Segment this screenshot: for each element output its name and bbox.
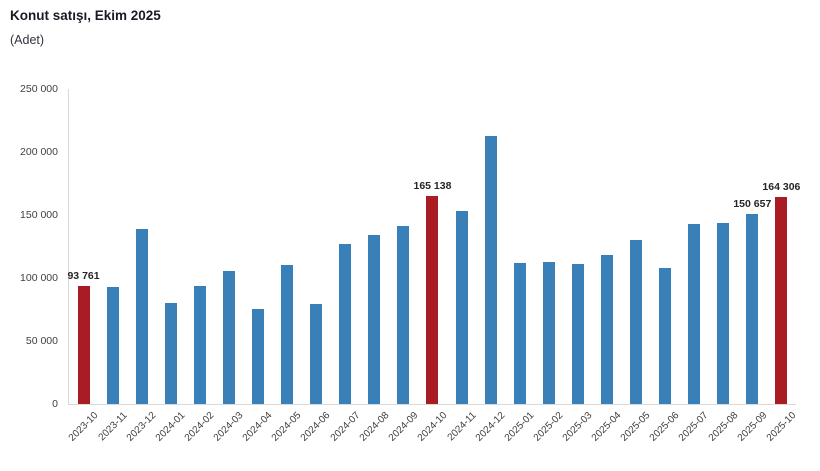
chart-units-label: (Adet): [10, 33, 45, 47]
chart-bar-2024-03: [222, 271, 235, 404]
x-tick-label-2024-04: 2024-04: [241, 410, 275, 444]
bar-slot-2023-11: 2023-11: [96, 89, 129, 443]
chart-bar-2025-02: [542, 261, 555, 404]
x-tick-label-2024-09: 2024-09: [386, 410, 421, 444]
bar-slot-2025-01: 2025-01: [503, 89, 536, 444]
x-tick-label-2024-11: 2024-11: [445, 410, 479, 444]
chart-bar-2025-03: [571, 264, 584, 404]
bar-slot-2025-09: 150 657 2025-09: [733, 89, 771, 444]
chart-bar-2024-11: [455, 211, 468, 404]
bar-slot-2024-03: 2024-03: [212, 89, 246, 444]
chart-bar-2023-11: [106, 286, 119, 404]
x-tick-label-2024-05: 2024-05: [270, 410, 304, 444]
x-tick-label-2025-04: 2025-04: [590, 410, 624, 444]
bar-slot-2025-04: 2025-04: [590, 89, 624, 444]
x-tick-label-2025-02: 2025-02: [531, 410, 566, 444]
y-tick-label: 100 000: [20, 272, 58, 284]
chart-bar-2025-07: [688, 224, 701, 404]
y-tick-label: 50 000: [25, 335, 58, 347]
chart-title: Konut satışı, Ekim 2025: [10, 8, 161, 23]
x-tick-label-2023-11: 2023-11: [96, 410, 130, 444]
x-tick-label-2024-02: 2024-02: [182, 410, 217, 444]
x-tick-label-2024-07: 2024-07: [328, 410, 363, 444]
bar-slot-2025-08: 2025-08: [706, 89, 740, 444]
bar-slot-2025-05: 2025-05: [619, 89, 653, 444]
bar-slot-2024-02: 2024-02: [183, 89, 217, 444]
plot-area: 93 761 2023-10 2023-11 2023-12 2024-01 2024-0…: [67, 89, 800, 444]
y-tick-label: 200 000: [20, 146, 58, 158]
bar-value-label-2025-09: 150 657: [733, 198, 772, 211]
bar-slot-2024-04: 2024-04: [241, 89, 275, 444]
x-tick-label-2024-06: 2024-06: [299, 410, 333, 444]
chart-bar-2025-08: [717, 223, 730, 404]
x-tick-label-2025-08: 2025-08: [706, 410, 741, 444]
chart-bar-2025-10: [775, 196, 788, 404]
x-tick-label-2025-06: 2025-06: [648, 410, 682, 444]
chart-bar-2023-10: [77, 285, 90, 404]
chart-bar-2025-04: [600, 254, 613, 404]
chart-bar-2024-02: [193, 285, 206, 404]
y-tick-label: 0: [52, 398, 58, 410]
chart-bar-2025-06: [659, 268, 672, 404]
bar-slot-2024-07: 2024-07: [328, 89, 362, 444]
chart-bar-2024-01: [164, 302, 177, 404]
bar-slot-2023-10: 93 761 2023-10: [67, 89, 101, 444]
chart-bar-2024-10: [426, 195, 439, 404]
bar-slot-2024-01: 2024-01: [154, 89, 188, 444]
bar-slot-2023-12: 2023-12: [125, 89, 158, 444]
x-tick-label-2024-08: 2024-08: [357, 410, 392, 444]
y-tick-label: 150 000: [20, 209, 58, 221]
bar-slot-2025-06: 2025-06: [648, 89, 682, 444]
chart-bar-2025-05: [630, 240, 643, 404]
bar-slot-2025-10: 164 306 2025-10: [762, 89, 800, 444]
bar-slot-2024-05: 2024-05: [270, 89, 304, 444]
x-tick-label-2023-10: 2023-10: [66, 410, 101, 444]
bar-value-label-2025-10: 164 306: [762, 180, 801, 193]
x-tick-label-2024-12: 2024-12: [473, 410, 508, 444]
x-tick-label-2025-03: 2025-03: [560, 410, 595, 444]
x-tick-label-2025-07: 2025-07: [677, 410, 711, 444]
chart-bar-2024-04: [252, 308, 264, 404]
bar-slot-2025-07: 2025-07: [677, 89, 711, 444]
bar-slot-2024-10: 165 138 2024-10: [413, 89, 451, 444]
x-tick-label-2024-10: 2024-10: [415, 410, 450, 444]
chart-bar-2024-06: [310, 304, 323, 404]
x-tick-label-2025-10: 2025-10: [764, 410, 799, 444]
x-tick-label-2025-09: 2025-09: [735, 410, 770, 444]
bar-value-label-2023-10: 93 761: [67, 269, 100, 282]
bar-slot-2024-12: 2024-12: [474, 89, 507, 444]
x-tick-label-2024-01: 2024-01: [153, 410, 188, 444]
x-tick-label-2023-12: 2023-12: [124, 410, 159, 444]
chart-bar-2025-09: [746, 214, 759, 404]
bar-slot-2024-09: 2024-09: [386, 89, 420, 444]
bar-slot-2024-06: 2024-06: [299, 89, 333, 444]
bar-value-label-2024-10: 165 138: [413, 179, 452, 192]
chart-bar-2025-01: [513, 262, 526, 404]
chart-bar-2024-08: [368, 234, 381, 404]
bar-slot-2025-02: 2025-02: [532, 89, 566, 444]
chart-bar-2023-12: [135, 229, 148, 404]
chart-bar-2024-07: [339, 243, 352, 404]
x-tick-label-2024-03: 2024-03: [211, 410, 246, 444]
x-tick-label-2025-01: 2025-01: [502, 410, 537, 444]
bar-slot-2024-11: 2024-11: [445, 89, 478, 443]
chart-bar-2024-12: [484, 136, 497, 404]
bar-slot-2024-08: 2024-08: [357, 89, 391, 444]
chart-bar-2024-05: [281, 264, 294, 404]
x-tick-label-2025-05: 2025-05: [619, 410, 653, 444]
bar-slot-2025-03: 2025-03: [561, 89, 595, 444]
chart-bar-2024-09: [397, 226, 410, 404]
y-tick-label: 250 000: [20, 83, 58, 95]
